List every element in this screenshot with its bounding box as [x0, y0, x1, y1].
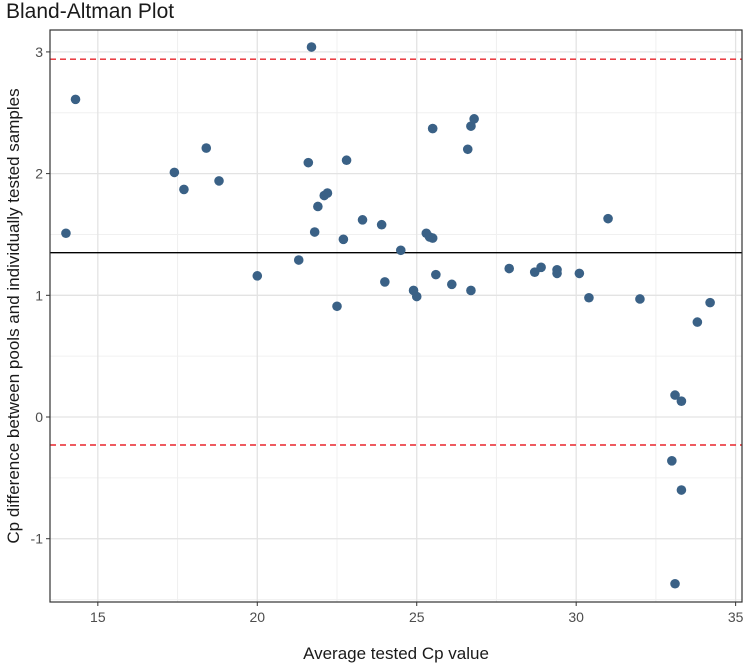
data-point [357, 215, 368, 225]
y-tick-label: 0 [35, 409, 43, 425]
grid-minor [50, 30, 742, 602]
data-point [214, 176, 224, 186]
data-point [469, 114, 479, 124]
x-tick-label: 35 [728, 609, 744, 625]
data-point [676, 485, 687, 495]
data-point [670, 390, 680, 400]
x-axis-title: Average tested Cp value [303, 644, 489, 663]
reference-lines [50, 58, 742, 446]
data-point [70, 94, 81, 105]
data-point [431, 269, 441, 280]
data-point [667, 456, 677, 466]
data-point [584, 292, 594, 303]
data-point [676, 396, 687, 406]
data-point [309, 227, 320, 237]
data-point [462, 144, 473, 155]
y-axis-ticks: -1 0 1 2 3 [31, 44, 50, 547]
chart-title: Bland-Altman Plot [6, 0, 175, 23]
y-tick-label: 1 [35, 287, 43, 303]
data-point [252, 271, 263, 281]
x-tick-label: 15 [90, 609, 106, 625]
data-point [303, 157, 314, 168]
x-axis-ticks: 15 20 25 30 35 [90, 602, 744, 625]
data-point [169, 167, 180, 178]
data-point [536, 262, 546, 273]
data-point [322, 188, 333, 198]
data-point [306, 42, 317, 52]
x-tick-label: 20 [249, 609, 265, 625]
data-point [179, 184, 189, 195]
data-point [635, 294, 645, 304]
data-point [466, 285, 476, 296]
data-point [313, 201, 323, 212]
data-point [380, 277, 390, 287]
y-axis-title: Cp difference between pools and individu… [4, 88, 23, 543]
data-point [603, 213, 613, 224]
data-point [376, 219, 387, 230]
data-point [395, 245, 406, 256]
data-point [670, 578, 680, 589]
data-point [338, 234, 349, 245]
data-point [341, 155, 352, 166]
plot-border [49, 29, 743, 603]
x-tick-label: 25 [409, 609, 425, 625]
data-point [552, 264, 562, 275]
data-point [61, 228, 71, 239]
data-points [61, 42, 715, 589]
data-point [466, 121, 476, 131]
y-tick-label: 3 [35, 44, 43, 60]
data-point [332, 301, 342, 312]
data-point [574, 268, 585, 279]
data-point [201, 143, 212, 153]
data-point [692, 317, 703, 327]
y-tick-label: -1 [31, 531, 44, 547]
data-point [427, 123, 438, 134]
data-point [427, 233, 438, 243]
data-point [411, 291, 422, 302]
grid-major [50, 30, 742, 602]
y-tick-label: 2 [35, 166, 43, 182]
x-tick-label: 30 [568, 609, 584, 625]
data-point [447, 279, 457, 290]
data-point [504, 263, 515, 274]
data-point [705, 297, 715, 308]
plot-panel [50, 30, 742, 602]
data-point [293, 255, 304, 265]
